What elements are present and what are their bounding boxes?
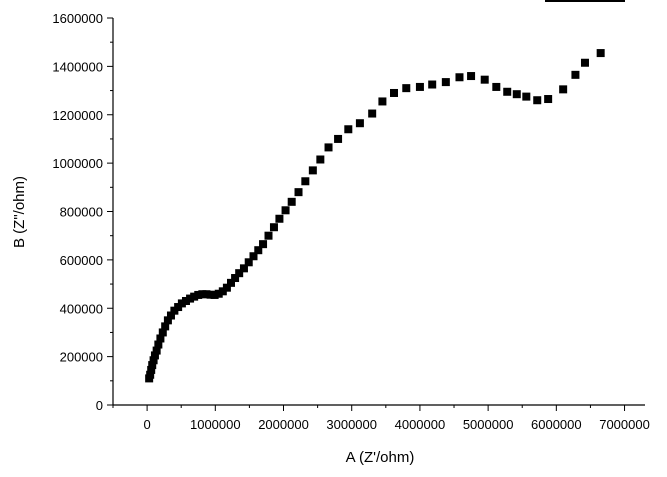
data-point [580, 58, 589, 67]
data-point [503, 87, 512, 96]
x-tick-label: 6000000 [531, 417, 582, 432]
y-tick-label: 0 [96, 398, 103, 413]
data-point [226, 278, 235, 287]
data-point [415, 82, 424, 91]
data-point [146, 370, 155, 379]
data-point [249, 252, 258, 261]
data-point [316, 155, 325, 164]
data-point [334, 134, 343, 143]
y-axis-ticks: 0 200000 400000 600000 800000 1000000 1200000 1… [52, 11, 113, 413]
y-tick-label: 1400000 [52, 59, 103, 74]
x-tick-label: 1000000 [190, 417, 241, 432]
data-point [559, 85, 568, 94]
data-point [177, 299, 186, 308]
data-point [264, 231, 273, 240]
data-point [492, 82, 501, 91]
data-point [244, 258, 253, 267]
data-point [149, 356, 158, 365]
y-tick-label: 200000 [60, 350, 103, 365]
data-point [186, 294, 195, 303]
data-point [190, 292, 199, 301]
data-point [198, 290, 207, 299]
data-point [254, 246, 263, 255]
data-point [455, 73, 464, 82]
data-point [156, 334, 165, 343]
data-point [571, 70, 580, 79]
data-point [324, 143, 333, 152]
x-tick-label: 5000000 [463, 417, 514, 432]
data-point [239, 264, 248, 273]
data-point [194, 290, 203, 299]
legend-box-edge [545, 0, 625, 2]
data-point [344, 125, 353, 134]
x-tick-label: 4000000 [395, 417, 446, 432]
data-point [355, 119, 364, 128]
data-point [287, 197, 296, 206]
data-point [166, 311, 175, 320]
data-point [202, 290, 211, 299]
data-point [161, 322, 170, 331]
data-point [596, 49, 605, 58]
data-point [275, 214, 284, 223]
y-tick-label: 400000 [60, 301, 103, 316]
data-point [158, 328, 167, 337]
data-point [163, 316, 172, 325]
data-point [281, 206, 290, 215]
data-point [206, 290, 215, 299]
x-tick-label: 7000000 [599, 417, 650, 432]
data-point [181, 296, 190, 305]
y-tick-label: 800000 [60, 205, 103, 220]
x-tick-label: 2000000 [258, 417, 309, 432]
y-tick-label: 1200000 [52, 108, 103, 123]
x-tick-label: 3000000 [326, 417, 377, 432]
data-point [467, 72, 476, 81]
data-point [390, 88, 399, 97]
data-point [231, 274, 240, 283]
data-point [378, 97, 387, 106]
data-point [259, 240, 268, 249]
y-tick-label: 1600000 [52, 11, 103, 26]
data-point [301, 177, 310, 186]
data-point [150, 351, 159, 360]
data-point [148, 361, 157, 370]
x-axis-title: A (Z'/ohm) [346, 449, 415, 466]
data-point [222, 283, 231, 292]
data-points [145, 49, 605, 383]
data-point [152, 346, 161, 355]
data-point [522, 92, 531, 101]
data-point [218, 287, 227, 296]
x-axis-ticks: 0 1000000 2000000 3000000 4000000 5000000 6000… [112, 405, 650, 432]
data-point [308, 166, 317, 175]
data-point [368, 109, 377, 118]
data-point [294, 188, 303, 197]
x-tick-label: 0 [143, 417, 150, 432]
data-point [402, 84, 411, 93]
y-axis-title: B (Z"/ohm) [11, 176, 28, 248]
data-point [428, 80, 437, 89]
y-tick-label: 1000000 [52, 156, 103, 171]
data-point [210, 290, 219, 299]
data-point [269, 223, 278, 232]
data-point [544, 95, 553, 104]
data-point [512, 90, 521, 99]
axes [112, 18, 645, 406]
data-point [214, 289, 223, 298]
data-point [533, 96, 542, 105]
y-tick-label: 600000 [60, 253, 103, 268]
data-point [441, 78, 450, 87]
data-point [235, 269, 244, 278]
data-point [154, 340, 163, 349]
data-point [147, 365, 156, 374]
data-point [480, 75, 489, 84]
